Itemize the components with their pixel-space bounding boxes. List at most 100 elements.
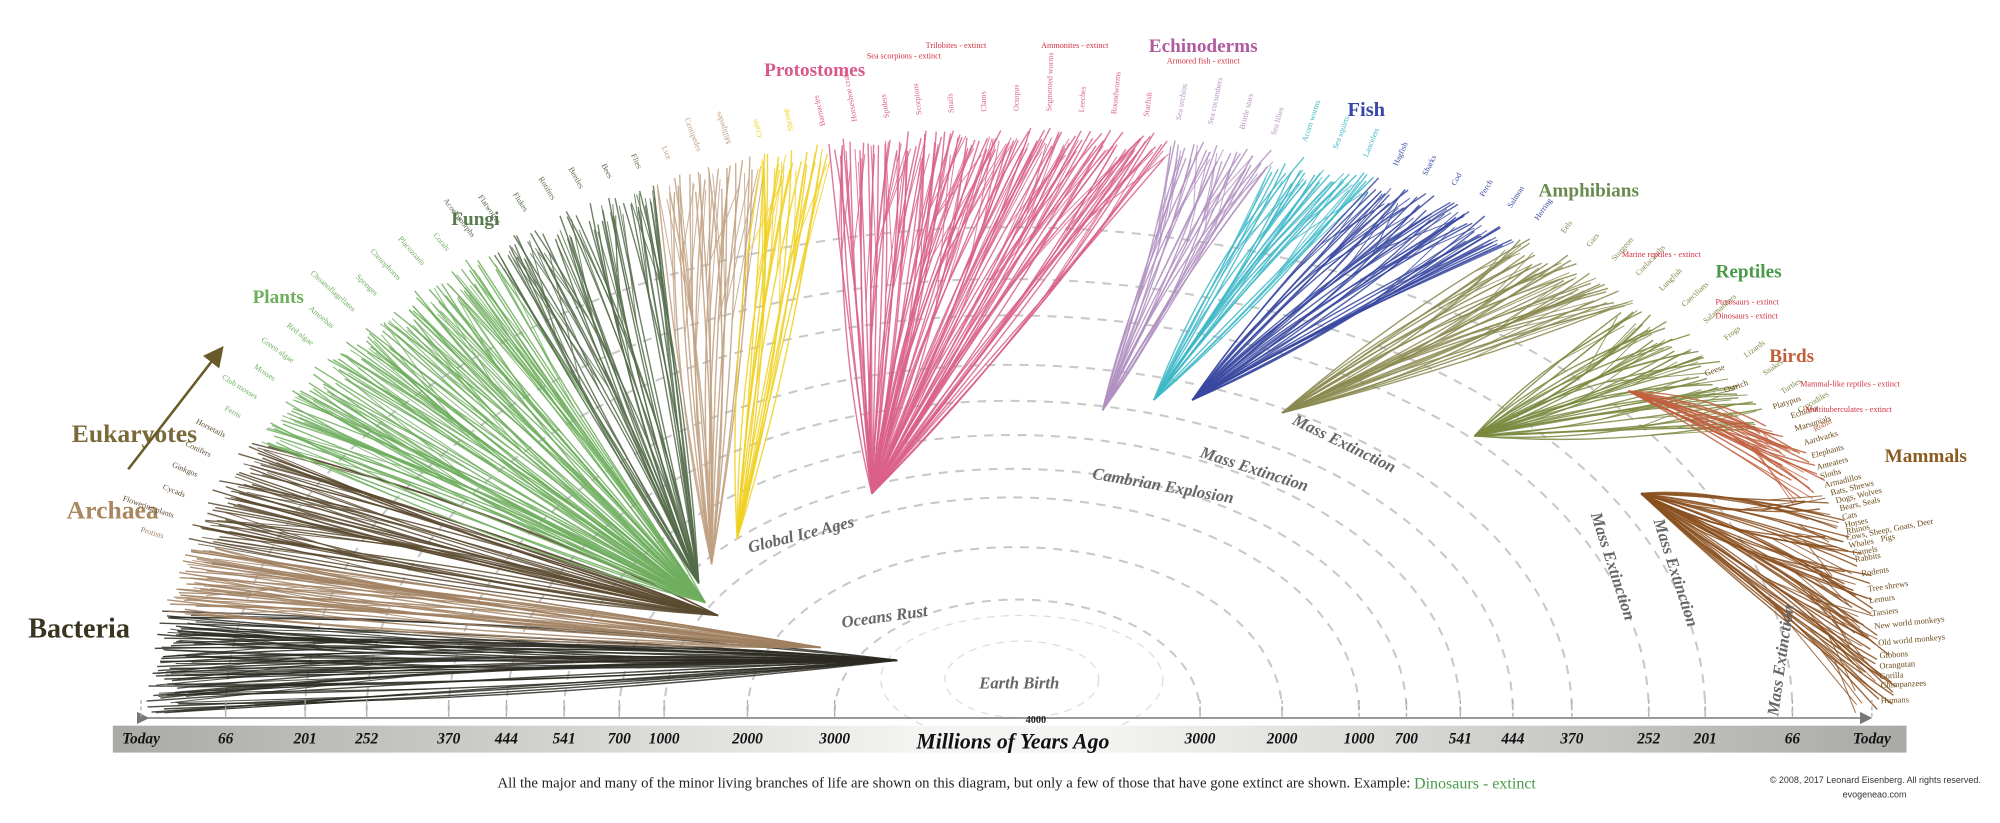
branch (1281, 239, 1521, 414)
branch (1381, 239, 1499, 292)
branch (1768, 495, 1823, 501)
branch (679, 188, 697, 348)
species-label: Sea lilies (1269, 106, 1286, 136)
branch (344, 378, 706, 604)
branch (673, 177, 713, 565)
branch (1192, 215, 1486, 401)
branch (513, 234, 700, 584)
branch (1472, 301, 1591, 334)
branch (512, 258, 601, 384)
branch (570, 219, 595, 326)
branch (1346, 217, 1415, 269)
branch (1070, 156, 1123, 215)
branch (368, 332, 706, 604)
branch (871, 147, 1008, 494)
branch (1509, 266, 1563, 297)
species-label: Barnacles (812, 95, 828, 128)
branch (213, 540, 719, 617)
branch (838, 148, 843, 238)
branch (1191, 214, 1465, 401)
branch (791, 157, 832, 303)
branch (263, 449, 439, 525)
branch (841, 165, 852, 253)
tick-label: Today (1853, 730, 1891, 747)
branch (1506, 297, 1580, 326)
mammal-label: Orangutan (1879, 658, 1916, 670)
species-label: Conifers (184, 439, 213, 459)
branch (154, 646, 898, 661)
branch (1598, 326, 1651, 378)
extinct-label: Marine reptiles - extinct (1622, 250, 1702, 259)
branch (870, 141, 890, 293)
branch (1640, 492, 1806, 511)
species-label: Flukes (511, 191, 530, 214)
event-label: Oceans Rust (840, 601, 930, 632)
branch (516, 256, 700, 584)
branch (1471, 249, 1506, 289)
branch (885, 160, 905, 294)
species-label: Sponges (354, 272, 380, 297)
branch (1710, 415, 1773, 433)
branch (1474, 314, 1651, 437)
branch (1474, 339, 1654, 437)
branch (155, 693, 408, 714)
branch (1191, 194, 1390, 401)
species-label: Octopus (1012, 85, 1021, 112)
branch (170, 672, 434, 704)
branch (1153, 174, 1316, 401)
branch (1281, 259, 1572, 414)
branch (691, 182, 694, 307)
branch (234, 476, 406, 538)
branch (469, 285, 554, 396)
tick-label: 700 (608, 730, 631, 747)
species-label: Segmented worms (1044, 52, 1055, 111)
branch (1641, 492, 1829, 504)
extinct-label: Pterosaurs - extinct (1715, 297, 1779, 306)
species-label: Caecilians (1680, 280, 1710, 309)
branch (1277, 178, 1343, 276)
branch (177, 658, 898, 689)
branch (578, 229, 623, 331)
species-label: Coelacanths (1634, 243, 1667, 277)
branch (788, 164, 828, 260)
branch (191, 609, 328, 616)
branch (931, 147, 975, 224)
branch (292, 407, 706, 604)
branch (637, 206, 700, 584)
branch (1156, 156, 1181, 224)
branch (530, 232, 700, 584)
branch (633, 193, 650, 297)
branch (1412, 256, 1512, 322)
mammal-label: Pigs (1880, 531, 1896, 544)
branch (267, 427, 413, 478)
branch (408, 323, 706, 604)
branch (684, 185, 701, 336)
tick-label: 444 (494, 730, 518, 747)
branch (1247, 169, 1324, 266)
branch (1201, 169, 1245, 224)
mammal-label: Old world monkeys (1878, 631, 1946, 647)
group-label: Archaea (67, 496, 159, 525)
branch (299, 417, 422, 469)
group-label: Mammals (1885, 446, 1968, 467)
species-label: Sea cucumbers (1206, 77, 1225, 126)
branch (1019, 152, 1092, 257)
branch (161, 646, 336, 650)
branch (1738, 500, 1805, 511)
branch (1731, 450, 1814, 500)
branch (985, 137, 1018, 208)
branch (1281, 238, 1531, 414)
branch (1747, 454, 1783, 477)
branch (528, 240, 558, 342)
branch (1191, 190, 1382, 401)
branch (186, 583, 821, 649)
branch (612, 216, 700, 584)
branch (1262, 180, 1332, 256)
branch (566, 216, 700, 584)
tick-label: 370 (1559, 730, 1583, 747)
branch (909, 147, 939, 261)
species-label: Corals (431, 231, 451, 253)
branch (458, 300, 523, 368)
branch (1191, 189, 1406, 401)
